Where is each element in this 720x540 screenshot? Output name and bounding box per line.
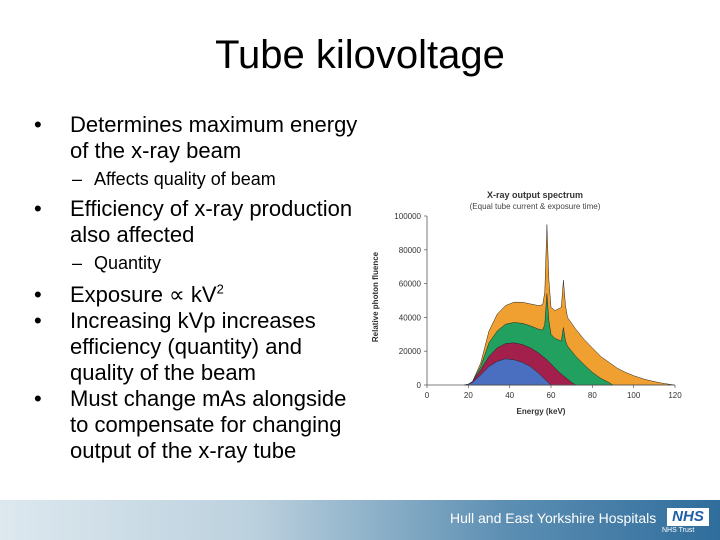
bullet-marker: • [34, 386, 42, 411]
nhs-logo: NHS [667, 508, 709, 526]
organisation-name: Hull and East Yorkshire Hospitals [450, 510, 657, 526]
bullet-list: • Determines maximum energy of the x-ray… [34, 112, 364, 464]
y-tick-label: 80000 [399, 246, 422, 255]
sub-bullet-marker: – [72, 169, 83, 189]
series-areas [464, 224, 676, 386]
x-tick-label: 40 [505, 391, 514, 400]
sub-bullet-text: Quantity [94, 253, 162, 273]
y-tick-label: 20000 [399, 347, 422, 356]
sub-bullet-text: Affects quality of beam [94, 169, 276, 189]
footer-bar: Hull and East Yorkshire Hospitals [0, 500, 720, 540]
nhs-trust-label: NHS Trust [662, 527, 695, 534]
x-tick-label: 100 [627, 391, 641, 400]
chart-title: X-ray output spectrum [487, 190, 583, 200]
bullet-text-main: Exposure ∝ kV [70, 282, 217, 307]
x-tick-label: 120 [668, 391, 682, 400]
bullet-item: • Must change mAs alongside to compensat… [34, 386, 364, 464]
y-tick-label: 40000 [399, 313, 422, 322]
bullet-marker: • [34, 308, 42, 333]
sub-bullet-item: – Affects quality of beam [34, 168, 364, 190]
sub-bullet-item: – Quantity [34, 252, 364, 274]
x-tick-label: 80 [588, 391, 597, 400]
spectrum-area-3 [464, 358, 552, 386]
x-tick-label: 20 [464, 391, 473, 400]
y-tick-label: 60000 [399, 280, 422, 289]
bullet-text: Determines maximum energy of the x-ray b… [70, 112, 358, 163]
bullet-item: • Efficiency of x-ray production also af… [34, 196, 364, 248]
slide-title: Tube kilovoltage [215, 33, 505, 77]
y-tick-label: 100000 [394, 212, 421, 221]
y-tick-label: 0 [417, 381, 422, 390]
sub-bullet-marker: – [72, 253, 83, 273]
chart-subtitle: (Equal tube current & exposure time) [470, 202, 601, 211]
bullet-item: • Increasing kVp increases efficiency (q… [34, 308, 364, 386]
bullet-text: Efficiency of x-ray production also affe… [70, 196, 353, 247]
bullet-text: Increasing kVp increases efficiency (qua… [70, 308, 316, 385]
x-tick-label: 60 [547, 391, 556, 400]
x-tick-label: 0 [425, 391, 430, 400]
bullet-item: • Exposure ∝ kV2 [34, 282, 364, 308]
bullet-item: • Determines maximum energy of the x-ray… [34, 112, 364, 164]
xray-spectrum-chart: X-ray output spectrum (Equal tube curren… [367, 182, 685, 422]
x-axis-label: Energy (keV) [517, 407, 566, 416]
bullet-marker: • [34, 196, 42, 221]
y-axis-label: Relative photon fluence [371, 251, 380, 342]
chart-ticks: 0 20 40 60 80 100 120 0 20000 40000 60000 80000 1000… [394, 212, 682, 400]
bullet-marker: • [34, 282, 42, 307]
bullet-text: Exposure ∝ kV2 [70, 282, 224, 307]
bullet-marker: • [34, 112, 42, 137]
bullet-text: Must change mAs alongside to compensate … [70, 386, 347, 463]
superscript-exponent: 2 [216, 281, 224, 297]
